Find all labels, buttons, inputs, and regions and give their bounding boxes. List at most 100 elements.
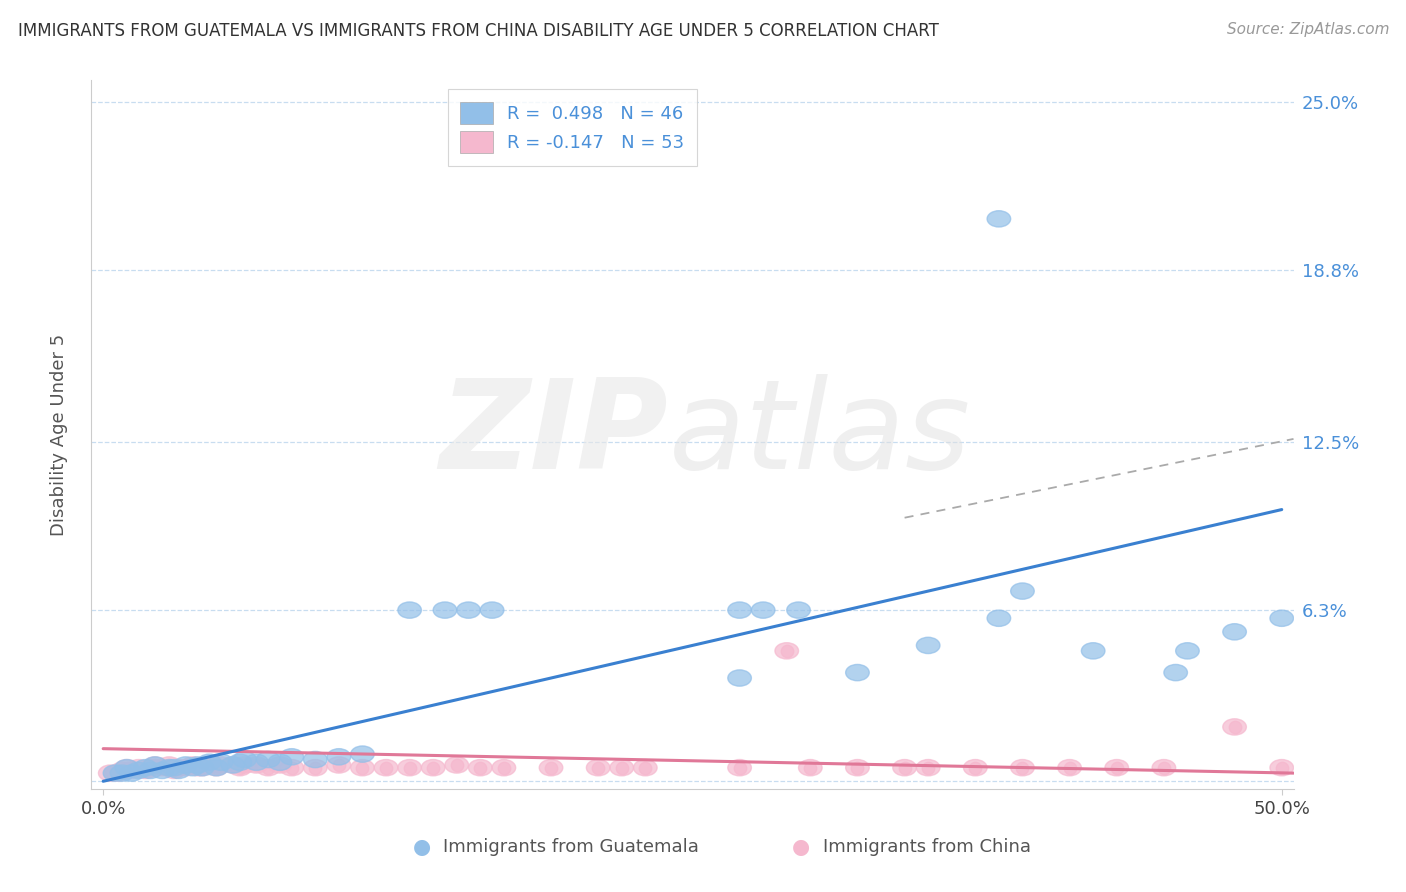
Ellipse shape: [204, 759, 228, 776]
Ellipse shape: [917, 759, 941, 776]
Ellipse shape: [157, 756, 181, 773]
Ellipse shape: [143, 756, 167, 773]
Ellipse shape: [586, 759, 610, 776]
Ellipse shape: [1105, 759, 1129, 776]
Ellipse shape: [245, 756, 269, 773]
Ellipse shape: [374, 759, 398, 776]
Ellipse shape: [221, 756, 245, 773]
Ellipse shape: [134, 763, 157, 779]
Ellipse shape: [328, 756, 350, 773]
Ellipse shape: [150, 763, 174, 779]
Ellipse shape: [728, 670, 751, 686]
Ellipse shape: [398, 602, 422, 618]
Ellipse shape: [115, 759, 139, 776]
Ellipse shape: [963, 759, 987, 776]
Ellipse shape: [492, 759, 516, 776]
Ellipse shape: [115, 759, 139, 776]
Ellipse shape: [610, 759, 634, 776]
Ellipse shape: [444, 756, 468, 773]
Ellipse shape: [157, 759, 181, 776]
Text: Immigrants from Guatemala: Immigrants from Guatemala: [443, 838, 699, 856]
Ellipse shape: [304, 759, 328, 776]
Text: Source: ZipAtlas.com: Source: ZipAtlas.com: [1226, 22, 1389, 37]
Text: Immigrants from China: Immigrants from China: [823, 838, 1031, 856]
Ellipse shape: [987, 610, 1011, 626]
Ellipse shape: [204, 759, 228, 776]
Ellipse shape: [186, 759, 209, 776]
Text: atlas: atlas: [668, 375, 970, 495]
Ellipse shape: [105, 765, 129, 781]
Text: ●: ●: [793, 838, 810, 857]
Ellipse shape: [197, 756, 221, 773]
Ellipse shape: [209, 754, 233, 771]
Ellipse shape: [181, 756, 204, 773]
Ellipse shape: [269, 756, 292, 773]
Ellipse shape: [433, 602, 457, 618]
Ellipse shape: [134, 759, 157, 776]
Ellipse shape: [209, 756, 233, 773]
Ellipse shape: [120, 765, 143, 781]
Ellipse shape: [845, 759, 869, 776]
Ellipse shape: [162, 759, 186, 776]
Ellipse shape: [256, 751, 280, 768]
Ellipse shape: [1270, 610, 1294, 626]
Text: ●: ●: [413, 838, 430, 857]
Ellipse shape: [190, 759, 214, 776]
Ellipse shape: [181, 759, 204, 776]
Ellipse shape: [221, 756, 245, 773]
Ellipse shape: [167, 763, 190, 779]
Legend: R =  0.498   N = 46, R = -0.147   N = 53: R = 0.498 N = 46, R = -0.147 N = 53: [447, 89, 697, 166]
Y-axis label: Disability Age Under 5: Disability Age Under 5: [49, 334, 67, 536]
Ellipse shape: [139, 763, 162, 779]
Ellipse shape: [728, 759, 751, 776]
Ellipse shape: [481, 602, 503, 618]
Ellipse shape: [728, 602, 751, 618]
Ellipse shape: [1011, 583, 1035, 599]
Ellipse shape: [1152, 759, 1175, 776]
Ellipse shape: [1223, 624, 1246, 640]
Ellipse shape: [167, 759, 190, 776]
Ellipse shape: [233, 751, 256, 768]
Ellipse shape: [103, 765, 127, 781]
Ellipse shape: [269, 754, 292, 771]
Ellipse shape: [845, 665, 869, 681]
Ellipse shape: [186, 756, 209, 773]
Ellipse shape: [162, 763, 186, 779]
Ellipse shape: [1223, 719, 1246, 735]
Ellipse shape: [256, 759, 280, 776]
Ellipse shape: [751, 602, 775, 618]
Ellipse shape: [917, 637, 941, 654]
Ellipse shape: [174, 759, 197, 776]
Ellipse shape: [245, 754, 269, 771]
Ellipse shape: [1175, 643, 1199, 659]
Ellipse shape: [280, 759, 304, 776]
Ellipse shape: [350, 746, 374, 763]
Ellipse shape: [350, 759, 374, 776]
Ellipse shape: [422, 759, 444, 776]
Ellipse shape: [127, 763, 150, 779]
Ellipse shape: [1057, 759, 1081, 776]
Ellipse shape: [228, 759, 252, 776]
Ellipse shape: [190, 759, 214, 776]
Ellipse shape: [540, 759, 562, 776]
Ellipse shape: [98, 765, 122, 781]
Ellipse shape: [233, 756, 256, 773]
Ellipse shape: [197, 754, 221, 771]
Text: ZIP: ZIP: [440, 375, 668, 495]
Ellipse shape: [987, 211, 1011, 227]
Ellipse shape: [1011, 759, 1035, 776]
Ellipse shape: [120, 763, 143, 779]
Ellipse shape: [328, 748, 350, 765]
Ellipse shape: [787, 602, 810, 618]
Ellipse shape: [304, 751, 328, 768]
Ellipse shape: [174, 756, 197, 773]
Ellipse shape: [893, 759, 917, 776]
Ellipse shape: [1270, 759, 1294, 776]
Ellipse shape: [110, 765, 134, 781]
Ellipse shape: [799, 759, 823, 776]
Ellipse shape: [228, 754, 252, 771]
Ellipse shape: [127, 759, 150, 776]
Ellipse shape: [280, 748, 304, 765]
Ellipse shape: [1081, 643, 1105, 659]
Ellipse shape: [110, 763, 134, 779]
